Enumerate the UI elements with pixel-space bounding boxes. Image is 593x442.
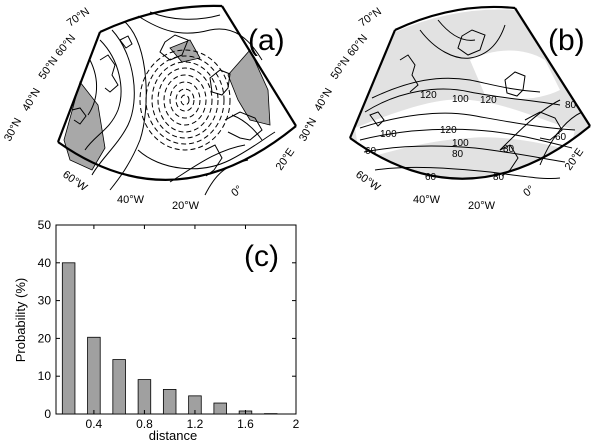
- map-b-lat-30: 30°N: [297, 116, 319, 143]
- map-a-lon-20e: 20°E: [274, 146, 298, 173]
- map-a-lat-60: 60°N: [53, 32, 78, 59]
- chart-x-tick-label: 0.8: [136, 417, 153, 431]
- map-b-boundary-right: [514, 7, 591, 127]
- chart-y-tick-label: 50: [38, 218, 52, 232]
- map-b-contour-label: 120: [440, 125, 457, 136]
- map-b-contour-label: 60: [365, 146, 377, 157]
- map-b-lon-60w: 60°W: [353, 169, 383, 195]
- map-b-lon-0: 0°: [521, 183, 537, 199]
- map-a-lat-30: 30°N: [2, 116, 24, 143]
- map-a-shaded-east: [227, 49, 271, 126]
- map-b-coastlines: [369, 29, 563, 177]
- panel-a-letter: (a): [248, 24, 285, 57]
- map-b-contour-label: 120: [420, 90, 437, 101]
- map-b-lat-50: 50°N: [329, 55, 353, 82]
- map-b-lat-60: 60°N: [345, 32, 370, 59]
- map-a-lon-60w: 60°W: [60, 169, 90, 195]
- chart-x-tick-label: 0.4: [86, 417, 103, 431]
- map-b-contour-label: 100: [452, 138, 469, 149]
- map-b-lat-70: 70°N: [357, 5, 384, 29]
- map-panel-a: 70°N 60°N 50°N 40°N 30°N 60°W 40°W 20°W …: [2, 4, 298, 212]
- chart-y-tick-label: 10: [38, 369, 52, 383]
- map-a-shaded-west: [63, 81, 106, 171]
- map-a-lat-70: 70°N: [65, 5, 92, 29]
- chart-x-tick-label: 2: [293, 417, 300, 431]
- map-a-boundary-bottom: [57, 125, 297, 181]
- chart-y-ticks: 0 10 20 30 40 50: [38, 218, 296, 421]
- bar-chart-panel-c: 0 10 20 30 40 50 0.4 0.8 1.2 1.6 2 distance Proba…: [13, 218, 300, 442]
- map-b-contour-label: 60: [555, 132, 567, 143]
- chart-bar: [61, 262, 76, 415]
- chart-y-tick-label: 30: [38, 294, 52, 308]
- map-b-lon-20e: 20°E: [563, 146, 587, 173]
- chart-x-ticks: 0.4 0.8 1.2 1.6 2: [86, 225, 300, 431]
- map-a-boundary-left: [56, 31, 102, 143]
- map-b-lon-20w: 20°W: [468, 200, 496, 212]
- map-b-contour-label: 60: [425, 172, 437, 183]
- chart-x-axis-title: distance: [149, 428, 197, 442]
- map-b-contour-label: 80: [493, 172, 505, 183]
- map-b-contour-label: 80: [503, 144, 515, 155]
- chart-bar: [112, 359, 126, 415]
- map-b-contour-label: 80: [565, 100, 577, 111]
- panel-b-letter: (b): [548, 24, 585, 57]
- chart-bars: [61, 262, 278, 415]
- chart-x-tick-label: 1.2: [187, 417, 204, 431]
- chart-bar: [213, 402, 227, 415]
- map-b-white-top: [470, 50, 560, 100]
- map-a-boundary-right: [221, 5, 297, 127]
- map-b-contours: [359, 19, 583, 180]
- chart-y-tick-label: 0: [44, 407, 51, 421]
- map-a-lat-40: 40°N: [20, 86, 43, 113]
- chart-bar: [137, 379, 152, 415]
- map-a-boundary-top: [99, 4, 223, 33]
- chart-y-tick-label: 40: [38, 256, 52, 270]
- map-a-lon-20w: 20°W: [172, 200, 200, 212]
- map-a-lon-0: 0°: [229, 183, 245, 199]
- map-b-contour-label: 100: [452, 94, 469, 105]
- chart-bar: [87, 336, 101, 415]
- map-b-lon-40w: 40°W: [413, 194, 441, 206]
- map-b-boundary-bottom: [349, 125, 591, 180]
- panel-c-letter: (c): [244, 240, 279, 273]
- map-a-lon-40w: 40°W: [117, 194, 145, 206]
- map-b-boundary-top: [394, 5, 516, 31]
- map-b-contour-label: 100: [380, 129, 397, 140]
- map-b-contour-label: 80: [452, 149, 464, 160]
- map-a-coastlines: [71, 34, 263, 177]
- chart-bar: [162, 389, 177, 415]
- chart-y-axis-title: Probability (%): [13, 278, 28, 363]
- map-panel-b: 120 100 120 100 80 100 60 120 80 60 80 6…: [297, 5, 591, 212]
- chart-y-tick-label: 20: [38, 331, 52, 345]
- chart-x-tick-label: 1.6: [237, 417, 254, 431]
- map-a-lat-50: 50°N: [37, 55, 61, 82]
- map-a-solid-contours: [84, 11, 276, 196]
- map-b-lat-40: 40°N: [312, 86, 335, 113]
- map-a-dashed-contours: [139, 49, 231, 151]
- map-b-boundary-left: [348, 29, 397, 139]
- map-b-contour-label: 120: [480, 95, 497, 106]
